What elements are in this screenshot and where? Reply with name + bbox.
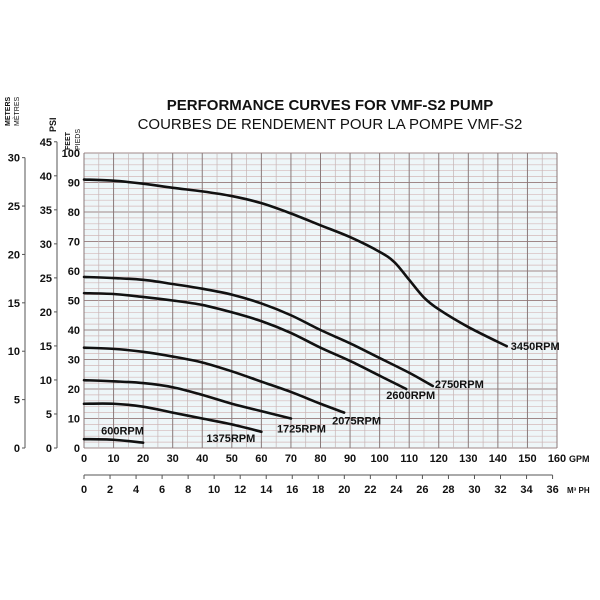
y-tick-label: 90	[68, 178, 80, 190]
y-tick-label: 40	[68, 325, 80, 337]
curve-label: 3450RPM	[511, 341, 560, 353]
x-tick-label: 40	[196, 453, 208, 465]
psi-tick-label: 35	[40, 205, 52, 217]
x-tick-label: 60	[255, 453, 267, 465]
meters-tick-label: 25	[8, 201, 20, 213]
x2-tick-label: 10	[208, 484, 220, 496]
x2-tick-label: 12	[234, 484, 246, 496]
x2-tick-label: 18	[312, 484, 324, 496]
x-tick-label: 130	[459, 453, 477, 465]
curve-1725rpm	[82, 378, 293, 420]
x2-tick-label: 8	[185, 484, 191, 496]
curve-1375rpm	[82, 402, 263, 434]
curve-3450rpm	[82, 178, 509, 348]
curve-label: 600RPM	[101, 426, 144, 438]
y-tick-label: 80	[68, 207, 80, 219]
x2-axis-label: M³ PH	[567, 486, 590, 495]
chart-title: PERFORMANCE CURVES FOR VMF-S2 PUMP	[166, 97, 494, 114]
curve-label: 1375RPM	[206, 433, 255, 445]
x2-tick-label: 30	[468, 484, 480, 496]
curve-600rpm	[82, 437, 145, 444]
curve-2075rpm	[82, 346, 346, 414]
meters-tick-label: 20	[8, 249, 20, 261]
y-tick-label: 50	[68, 296, 80, 308]
meters-axis-label: METERS	[5, 97, 12, 127]
x-tick-label: 120	[430, 453, 448, 465]
psi-tick-label: 15	[40, 341, 52, 353]
psi-axis-label: PSI	[48, 117, 58, 132]
curve-label: 1725RPM	[277, 424, 326, 436]
x2-tick-label: 22	[364, 484, 376, 496]
x2-tick-label: 0	[81, 484, 87, 496]
curve-label: 2600RPM	[386, 390, 435, 402]
x2-tick-label: 2	[107, 484, 113, 496]
x2-tick-label: 28	[442, 484, 454, 496]
y-axis-label-fr: PIEDS	[75, 129, 82, 150]
psi-tick-label: 20	[40, 307, 52, 319]
x-tick-label: 100	[370, 453, 388, 465]
x-tick-label: 140	[489, 453, 507, 465]
x2-tick-label: 36	[546, 484, 558, 496]
x-tick-label: 20	[137, 453, 149, 465]
psi-tick-label: 10	[40, 375, 52, 387]
y-tick-label: 10	[68, 414, 80, 426]
x2-tick-label: 16	[286, 484, 298, 496]
curve-2750rpm	[82, 275, 435, 388]
x-tick-label: 90	[344, 453, 356, 465]
x2-tick-label: 20	[338, 484, 350, 496]
psi-tick-label: 5	[46, 409, 52, 421]
meters-tick-label: 0	[14, 443, 20, 455]
y-tick-label: 20	[68, 384, 80, 396]
x2-tick-label: 24	[390, 484, 403, 496]
x2-tick-label: 4	[133, 484, 140, 496]
y-tick-label: 60	[68, 266, 80, 278]
y-tick-label: 0	[74, 443, 80, 455]
x-tick-label: 110	[400, 453, 418, 465]
x-tick-label: 10	[107, 453, 119, 465]
chart-subtitle: COURBES DE RENDEMENT POUR LA POMPE VMF-S…	[137, 116, 523, 133]
x-tick-label: 0	[81, 453, 87, 465]
psi-tick-label: 30	[40, 239, 52, 251]
x-tick-label: 70	[285, 453, 297, 465]
curve-2600rpm	[82, 291, 408, 391]
x2-tick-label: 34	[520, 484, 533, 496]
meters-tick-label: 5	[14, 395, 20, 407]
y-tick-label: 30	[68, 355, 80, 367]
psi-tick-label: 40	[40, 171, 52, 183]
x2-tick-label: 32	[494, 484, 506, 496]
x2-tick-label: 26	[416, 484, 428, 496]
curve-label: 2750RPM	[435, 379, 484, 391]
x-tick-label: 80	[314, 453, 326, 465]
x-axis-label: GPM	[569, 454, 590, 464]
psi-tick-label: 45	[40, 137, 52, 149]
meters-tick-label: 30	[8, 153, 20, 165]
psi-tick-label: 25	[40, 273, 52, 285]
x2-tick-label: 14	[260, 484, 273, 496]
x-tick-label: 50	[226, 453, 238, 465]
x2-tick-label: 6	[159, 484, 165, 496]
x-tick-label: 30	[167, 453, 179, 465]
x-tick-label: 150	[518, 453, 536, 465]
y-tick-label: 70	[68, 237, 80, 249]
curve-label: 2075RPM	[332, 416, 381, 428]
meters-tick-label: 15	[8, 298, 20, 310]
meters-tick-label: 10	[8, 346, 20, 358]
y-axis-label: FEET	[65, 131, 72, 150]
meters-axis-label-fr: MÈTRES	[12, 97, 21, 127]
y-tick-label: 100	[62, 148, 80, 160]
psi-tick-label: 0	[46, 443, 52, 455]
x-tick-label: 160	[548, 453, 566, 465]
